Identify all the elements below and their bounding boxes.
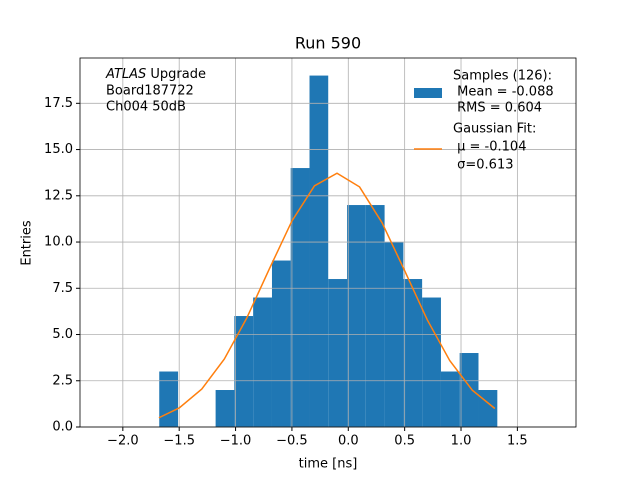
annotation-line: Board187722 — [106, 84, 194, 99]
histogram-bar — [253, 297, 272, 427]
legend-label: σ=0.613 — [453, 158, 513, 173]
x-tick-label: 0.0 — [338, 434, 359, 449]
annotation-part: Upgrade — [146, 67, 206, 82]
histogram-bar — [159, 371, 179, 427]
y-tick-label: 2.5 — [52, 373, 73, 388]
histogram-bar — [215, 390, 235, 427]
legend-label: Gaussian Fit: — [453, 122, 536, 137]
y-tick-label: 15.0 — [44, 142, 73, 157]
histogram-bar — [328, 279, 348, 427]
histogram-bar — [459, 353, 479, 427]
histogram-bar — [365, 205, 385, 427]
y-tick-label: 5.0 — [52, 327, 73, 342]
x-tick-label: −2.0 — [107, 434, 139, 449]
histogram-bar — [290, 168, 310, 428]
x-tick-label: −0.5 — [276, 434, 308, 449]
annotation: ATLAS Upgrade — [105, 67, 206, 82]
legend-label: Mean = -0.088 — [453, 85, 554, 100]
y-tick-label: 17.5 — [44, 96, 73, 111]
y-tick-label: 0.0 — [52, 420, 73, 435]
x-axis-label: time [ns] — [299, 457, 358, 472]
histogram-bar — [347, 205, 366, 427]
fit-line — [158, 172, 496, 419]
histogram-bar — [271, 260, 291, 427]
x-tick-label: 1.0 — [451, 434, 472, 449]
x-tick-label: 0.5 — [394, 434, 415, 449]
x-tick-label: −1.0 — [220, 434, 252, 449]
histogram-bar — [440, 371, 460, 427]
y-axis-label: Entries — [20, 220, 35, 266]
legend-patch — [414, 88, 442, 98]
annotation-line: Ch004 50dB — [106, 100, 186, 115]
y-tick-label: 7.5 — [52, 281, 73, 296]
chart-title: Run 590 — [295, 34, 361, 53]
annotation-part: ATLAS — [105, 67, 146, 82]
y-tick-label: 12.5 — [44, 188, 73, 203]
legend-label: μ = -0.104 — [453, 140, 526, 155]
histogram-bar — [403, 279, 423, 427]
x-tick-label: −1.5 — [163, 434, 195, 449]
histogram-bar — [422, 297, 441, 427]
x-tick-label: 1.5 — [507, 434, 528, 449]
histogram-bar — [234, 316, 254, 427]
plot-frame — [79, 57, 577, 428]
legend-label: RMS = 0.604 — [453, 101, 542, 116]
legend-label: Samples (126): — [453, 69, 552, 84]
y-tick-label: 10.0 — [44, 235, 73, 250]
histogram-bar — [309, 75, 329, 428]
